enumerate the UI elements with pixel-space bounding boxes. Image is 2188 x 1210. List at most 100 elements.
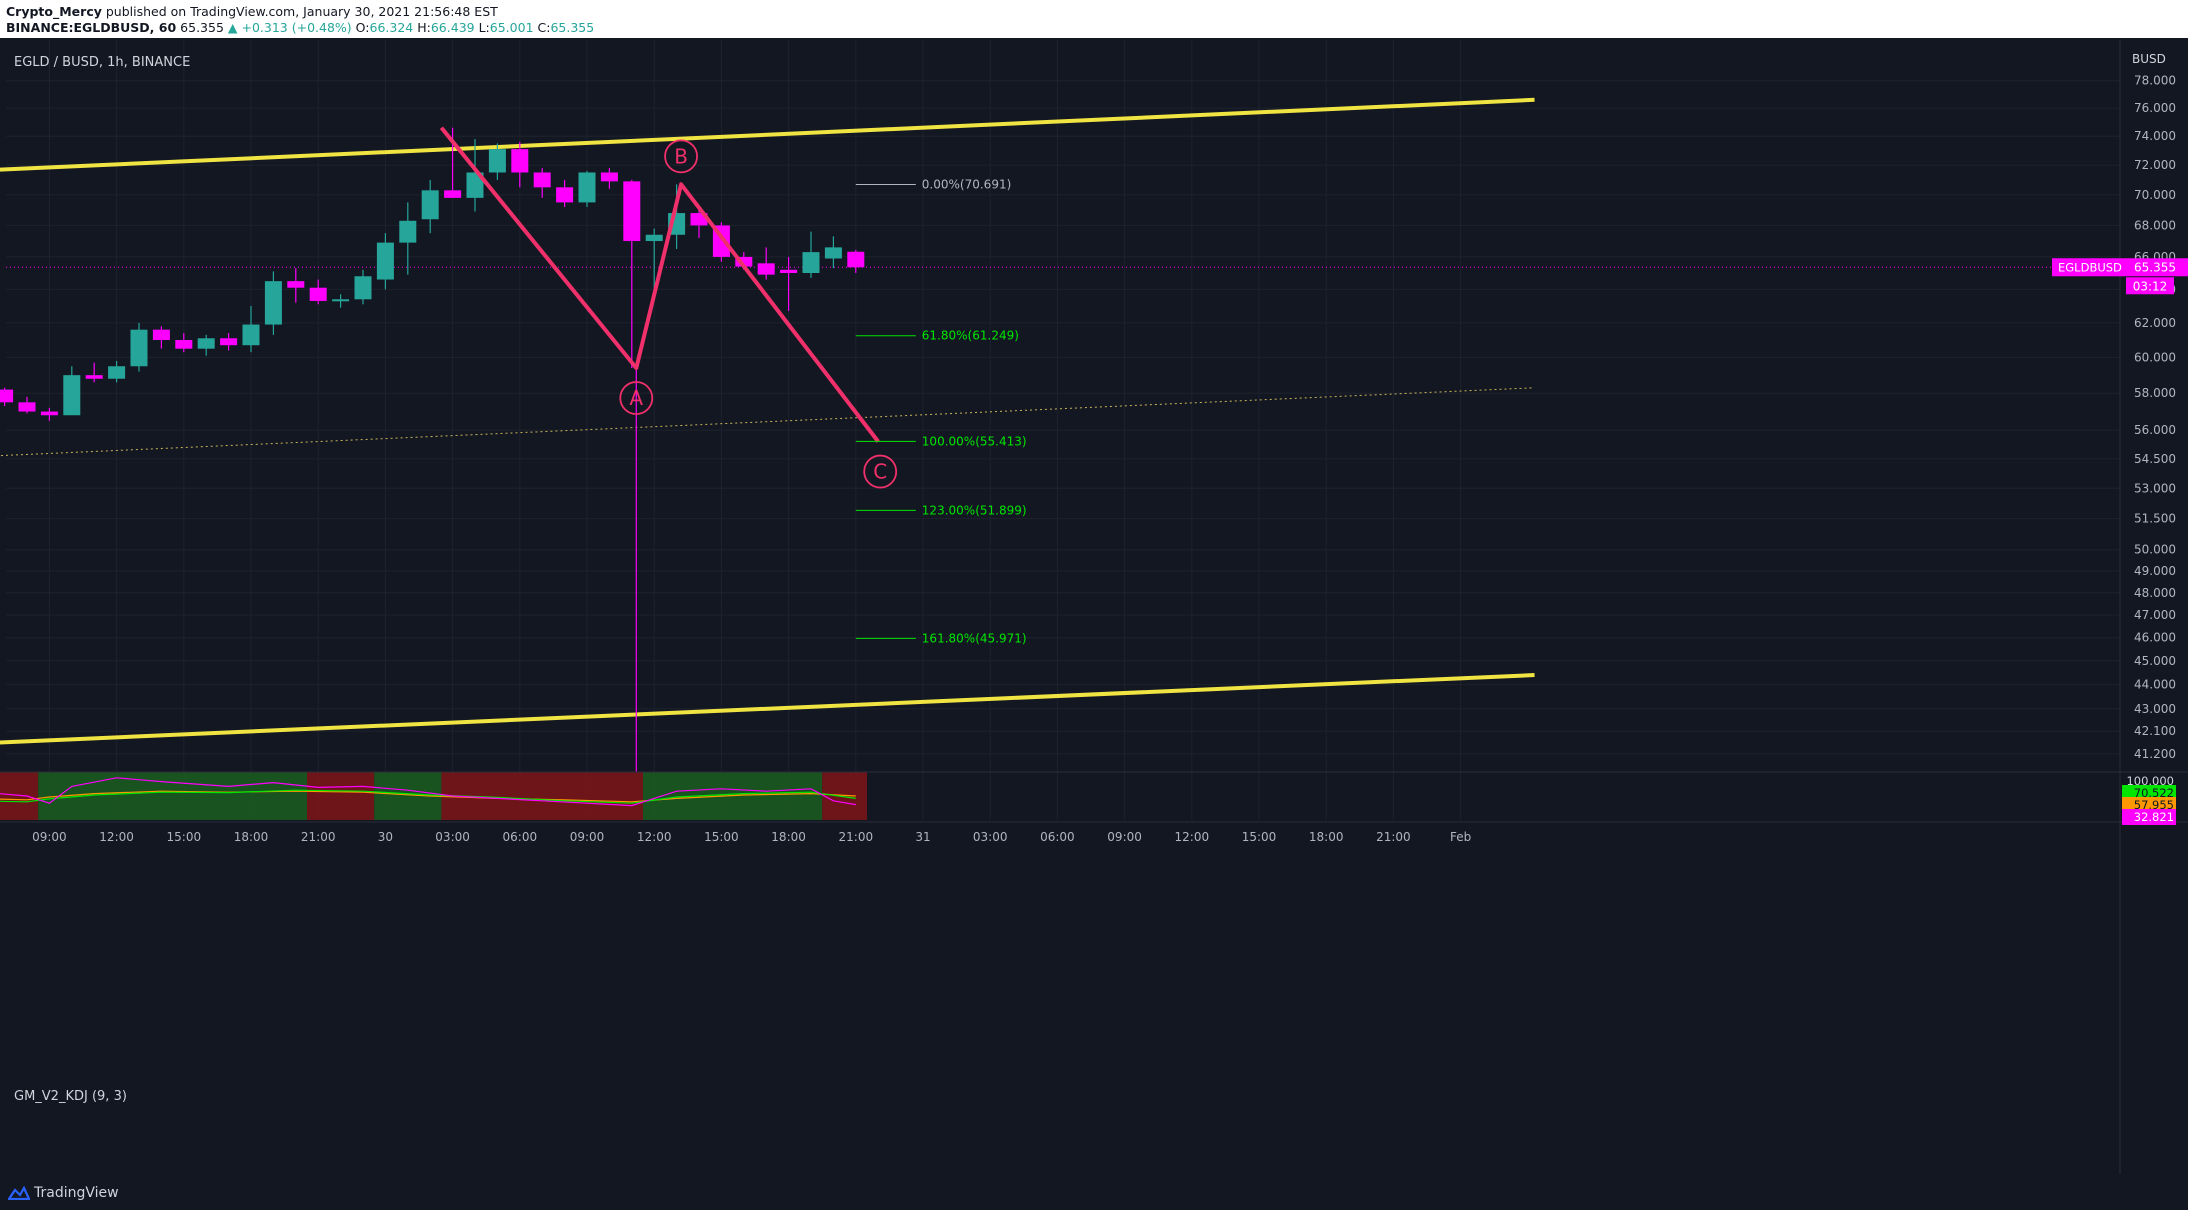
author-name[interactable]: Crypto_Mercy: [6, 4, 102, 19]
indicator-legend[interactable]: GM_V2_KDJ (9, 3): [14, 1089, 127, 1104]
price-tick-label: 76.000: [2134, 101, 2176, 115]
price-tick-label: 78.000: [2134, 74, 2176, 88]
wave-label-circle-a[interactable]: [619, 381, 654, 415]
candle-bull: [63, 375, 81, 416]
time-tick-label: 12:00: [1175, 830, 1210, 844]
candle-bear: [40, 411, 58, 416]
time-tick-label: 12:00: [637, 830, 672, 844]
ohlc-close-value: 65.355: [550, 20, 595, 35]
countdown-label: 03:12: [2133, 279, 2168, 293]
candle-bull: [824, 247, 842, 259]
time-tick-label: 18:00: [771, 830, 806, 844]
footer-brand[interactable]: TradingView: [34, 1185, 119, 1201]
price-tick-label: 41.200: [2134, 747, 2176, 761]
abc-drawing[interactable]: A B C: [439, 126, 898, 772]
kdj-oscillator-lines: [0, 777, 856, 807]
price-tick-label: 56.000: [2134, 423, 2176, 437]
abc-wave-line[interactable]: [439, 126, 880, 443]
candle-bear: [85, 375, 103, 379]
candle-bear: [175, 340, 193, 349]
ohlc-high-value: 66.439: [430, 20, 475, 35]
candle-bear: [735, 256, 753, 267]
price-channel[interactable]: [0, 97, 2120, 745]
price-tick-label: 51.500: [2134, 512, 2176, 526]
symbol-badge-name: EGLDBUSD: [2058, 260, 2122, 274]
price-tick-label: 49.000: [2134, 564, 2176, 578]
time-tick-label: 09:00: [32, 830, 67, 844]
price-tick-label: 46.000: [2134, 631, 2176, 645]
candle-bear: [847, 251, 865, 268]
time-tick-label: 15:00: [167, 830, 202, 844]
time-tick-label: 06:00: [503, 830, 538, 844]
candle-bull: [488, 149, 506, 173]
price-tick-label: 42.100: [2134, 724, 2176, 738]
publication-header: Crypto_Mercy published on TradingView.co…: [0, 0, 2188, 38]
time-tick-label: 06:00: [1040, 830, 1075, 844]
time-tick-label: 15:00: [1242, 830, 1277, 844]
channel-middle-line[interactable]: [0, 387, 1535, 457]
kdj-line: [0, 777, 856, 807]
wave-label-circle-c[interactable]: [863, 454, 898, 489]
fib-level-label: 61.80%(61.249): [922, 329, 1019, 343]
price-tick-label: 72.000: [2134, 158, 2176, 172]
candle-bull: [802, 252, 820, 274]
candle-bear: [511, 149, 529, 173]
indicator-value-label: 100.000: [2126, 774, 2174, 788]
time-tick-label: 18:00: [1309, 830, 1344, 844]
time-tick-label: 09:00: [570, 830, 605, 844]
ohlc-close-label: C:: [537, 20, 551, 35]
currency-label: BUSD: [2132, 52, 2166, 66]
candle-bull: [578, 172, 596, 203]
price-tick-label: 45.000: [2134, 654, 2176, 668]
time-tick-label: 21:00: [301, 830, 336, 844]
price-tick-label: 43.000: [2134, 702, 2176, 716]
fib-level-label: 161.80%(45.971): [922, 631, 1027, 645]
ohlc-low-label: L:: [478, 20, 490, 35]
time-tick-label: 18:00: [234, 830, 269, 844]
wave-label-circle-b[interactable]: [664, 139, 698, 174]
time-tick-label: 21:00: [839, 830, 874, 844]
chart-background: [0, 38, 2188, 1174]
price-tick-label: 68.000: [2134, 218, 2176, 232]
wave-label-c: C: [873, 460, 887, 484]
candle-bull: [354, 276, 372, 300]
candle-bull: [197, 338, 215, 349]
symbol-label: BINANCE:EGLDBUSD, 60: [6, 20, 177, 35]
indicator-value-label: 57.955: [2134, 798, 2174, 812]
header-line-author: Crypto_Mercy published on TradingView.co…: [6, 4, 498, 19]
candle-bear: [623, 181, 641, 242]
candlestick-series: [0, 127, 865, 421]
candle-bull: [242, 324, 260, 346]
fib-level-label: 100.00%(55.413): [922, 434, 1027, 448]
channel-upper-line[interactable]: [0, 97, 1535, 172]
ohlc-open-label: O:: [355, 20, 370, 35]
published-info: published on TradingView.com, January 30…: [105, 4, 498, 19]
candle-bear: [533, 172, 551, 188]
fib-level-label: 123.00%(51.899): [922, 503, 1027, 517]
candle-bear: [309, 287, 327, 301]
candle-bear: [0, 389, 14, 403]
chart-legend-title: EGLD / BUSD, 1h, BINANCE: [14, 55, 190, 70]
channel-lower-line[interactable]: [0, 673, 1535, 745]
price-tick-label: 54.500: [2134, 452, 2176, 466]
time-tick-label: 31: [915, 830, 930, 844]
price-chart[interactable]: A B C 0.00%(70.691) 61.80%(61.249) 100.00%(5…: [0, 38, 2188, 1174]
price-tick-label: 53.000: [2134, 481, 2176, 495]
tradingview-logo-icon[interactable]: [8, 1186, 30, 1200]
price-change: ▲ +0.313 (+0.48%): [227, 20, 352, 35]
price-tick-label: 47.000: [2134, 608, 2176, 622]
fib-level-label: 0.00%(70.691): [922, 177, 1011, 191]
candle-bull: [399, 220, 417, 243]
time-tick-label: 12:00: [99, 830, 134, 844]
price-tick-label: 74.000: [2134, 129, 2176, 143]
candle-bull: [264, 281, 282, 325]
fib-extension[interactable]: 0.00%(70.691) 61.80%(61.249) 100.00%(55.41…: [855, 177, 1027, 645]
indicator-zone-red: [307, 772, 375, 820]
time-tick-label: 21:00: [1376, 830, 1411, 844]
candle-bear: [152, 329, 170, 341]
candle-bear: [18, 402, 36, 412]
price-tick-label: 60.000: [2134, 350, 2176, 364]
indicator-value-badge: [2122, 809, 2176, 825]
time-tick-label: Feb: [1450, 830, 1471, 844]
candle-bear: [444, 190, 462, 198]
